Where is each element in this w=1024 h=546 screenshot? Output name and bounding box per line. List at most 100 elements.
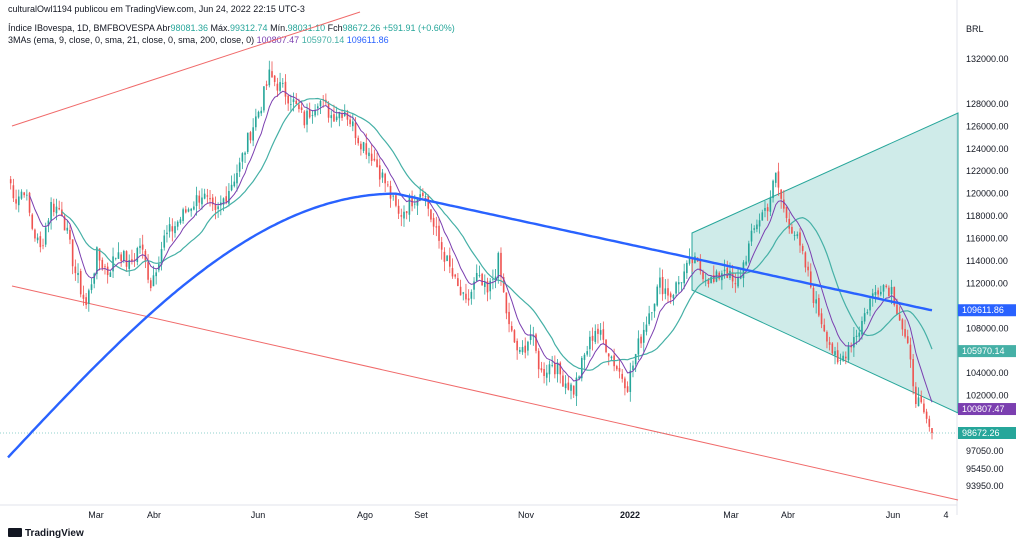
ma-indicator-line[interactable]: 3MAs (ema, 9, close, 0, sma, 21, close, …	[8, 35, 389, 45]
candle-body	[120, 254, 122, 262]
candle-body	[500, 252, 502, 277]
candle-body	[260, 110, 263, 114]
candle-body	[249, 132, 252, 141]
sma200-line[interactable]	[7, 192, 933, 459]
symbol-name: Índice IBovespa, 1D, BMFBOVESPA	[8, 23, 155, 33]
candle-body	[427, 195, 430, 209]
candle-body	[669, 293, 672, 298]
candle-body	[578, 376, 580, 379]
triangle-pattern[interactable]	[691, 112, 959, 414]
price-tick-label: 132000.00	[966, 54, 1009, 64]
candle-body	[871, 293, 874, 297]
time-tick-label: 2022	[620, 510, 640, 520]
candle-body	[556, 362, 559, 375]
time-axis: Mar Abr Jun Ago Set Nov 2022 Mar Abr Jun 4	[88, 510, 948, 520]
candle-body	[551, 365, 553, 366]
price-tick-label: 128000.00	[966, 99, 1009, 109]
candle-body	[61, 209, 63, 216]
candle-body	[214, 204, 217, 211]
candle-body	[659, 277, 661, 288]
candle-body	[812, 287, 815, 304]
attribution-text: culturalOwl1194 publicou em TradingView.…	[8, 4, 305, 14]
candle-body	[750, 230, 753, 242]
candle-body	[616, 366, 618, 370]
price-tick-label: 104000.00	[966, 368, 1009, 378]
candle-body	[195, 195, 198, 207]
candle-body	[176, 221, 179, 227]
candle-body	[642, 329, 645, 343]
candle-body	[203, 193, 206, 199]
candle-body	[718, 272, 720, 279]
candle-body	[271, 71, 273, 78]
candle-body	[928, 418, 931, 427]
price-tick-label: 108000.00	[966, 323, 1009, 333]
candle-body	[653, 303, 656, 312]
candle-body	[52, 203, 55, 213]
candle-body	[451, 268, 454, 277]
candle-body	[554, 363, 556, 375]
candle-body	[303, 111, 306, 126]
candle-body	[308, 109, 311, 118]
candle-body	[174, 226, 176, 234]
channel-upper-line[interactable]	[11, 11, 361, 127]
candle-body	[783, 199, 785, 209]
time-tick-label: Jun	[886, 510, 901, 520]
channel-lower-line[interactable]	[11, 285, 959, 501]
candle-body	[281, 83, 284, 84]
candle-body	[917, 397, 920, 407]
candle-body	[580, 357, 583, 379]
candle-body	[618, 367, 621, 372]
candle-body	[564, 383, 567, 389]
candle-body	[343, 111, 346, 116]
candle-body	[295, 100, 298, 104]
candle-body	[484, 282, 486, 287]
time-tick-label: Jun	[251, 510, 266, 520]
ema9-line[interactable]	[29, 90, 933, 403]
candle-body	[764, 207, 766, 211]
price-tick-label: 95450.00	[966, 464, 1004, 474]
candle-body	[252, 127, 254, 141]
tradingview-logo: TradingView	[8, 528, 84, 539]
candle-body	[823, 324, 826, 332]
candle-body	[842, 355, 844, 361]
candle-body	[376, 159, 378, 168]
candle-body	[198, 195, 201, 203]
candle-body	[839, 360, 842, 361]
candle-body	[71, 239, 74, 267]
candle-body	[931, 428, 933, 434]
price-tick-label: 126000.00	[966, 121, 1009, 131]
candle-body	[257, 111, 260, 118]
time-tick-label: 4	[943, 510, 948, 520]
candle-body	[470, 291, 473, 299]
candle-body	[494, 276, 497, 281]
candle-body	[373, 158, 376, 161]
candle-body	[106, 266, 109, 276]
candle-body	[801, 245, 804, 252]
price-tag-last	[958, 427, 1016, 439]
candle-body	[330, 115, 333, 119]
candle-body	[28, 192, 31, 213]
candle-body	[753, 228, 756, 230]
candle-body	[238, 162, 241, 172]
candle-body	[815, 299, 817, 304]
price-tick-label: 116000.00	[966, 234, 1008, 244]
candle-body	[583, 354, 586, 360]
candle-body	[545, 372, 548, 378]
price-tag-sma200	[958, 304, 1016, 317]
candle-body	[378, 165, 381, 180]
price-axis: 132000.00 128000.00 126000.00 124000.00 1220…	[966, 54, 1009, 491]
candle-body	[42, 245, 44, 247]
candle-body	[47, 220, 50, 227]
candle-body	[704, 279, 707, 281]
price-tick-label: 112000.00	[966, 278, 1008, 288]
candle-body	[352, 121, 354, 127]
time-tick-label: Set	[414, 510, 428, 520]
sma21-line[interactable]	[61, 97, 933, 371]
candle-body	[333, 114, 335, 122]
candle-body	[834, 351, 836, 356]
price-tick-label: 120000.00	[966, 189, 1009, 199]
candle-body	[807, 266, 809, 271]
time-tick-label: Ago	[357, 510, 373, 520]
candle-body	[131, 259, 133, 262]
